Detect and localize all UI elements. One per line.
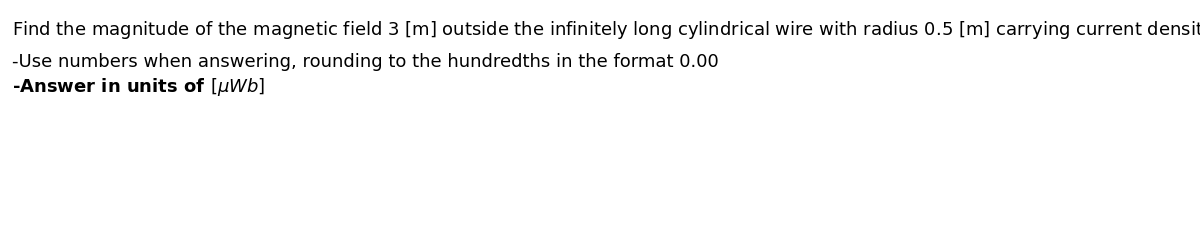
Text: -Use numbers when answering, rounding to the hundredths in the format 0.00: -Use numbers when answering, rounding to… (12, 53, 719, 71)
Text: -Answer in units of $[\mu Wb]$: -Answer in units of $[\mu Wb]$ (12, 76, 265, 98)
Text: Find the magnitude of the magnetic field 3 [m] outside the infinitely long cylin: Find the magnitude of the magnetic field… (12, 18, 1200, 42)
